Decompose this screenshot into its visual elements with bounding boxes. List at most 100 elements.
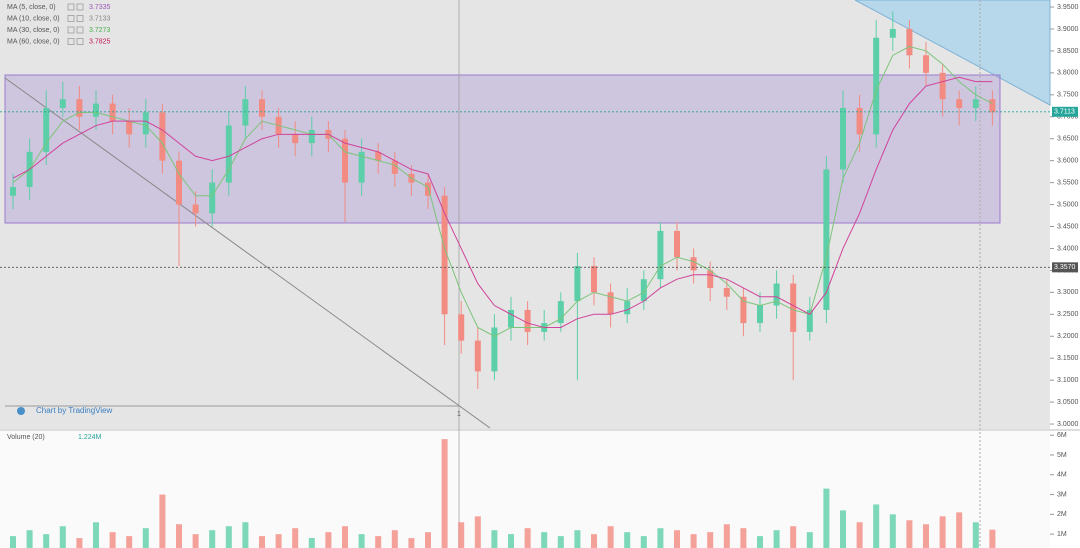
candle-body (524, 309, 531, 332)
volume-bar (225, 526, 232, 548)
price-tag (1052, 262, 1078, 273)
legend-icon (76, 15, 84, 22)
y-tick-label: 3.4000 (1057, 245, 1079, 252)
price-tag (1052, 106, 1078, 117)
volume-bar (923, 524, 929, 548)
volume-bar (192, 534, 199, 548)
candle-body (574, 266, 581, 302)
candle-body (657, 230, 664, 280)
candle-body (591, 266, 597, 293)
candle-body (225, 125, 232, 183)
y-tick-label: 3.8500 (1057, 48, 1079, 55)
volume-bar (557, 536, 564, 548)
candle-body (856, 107, 863, 135)
volume-value: 1.224M (78, 434, 102, 441)
y-tick-label: 3.0500 (1057, 399, 1079, 406)
legend-label: MA (60, close, 0) (7, 38, 60, 45)
candle-body (989, 99, 996, 113)
trend-channel (854, 0, 1051, 106)
volume-bar (690, 534, 697, 548)
candle-body (972, 99, 979, 108)
candle-body (624, 301, 631, 315)
candle-body (358, 151, 365, 183)
candle-body (10, 187, 16, 196)
volume-bar (375, 536, 382, 548)
volume-bar (259, 536, 265, 548)
y-tick-label: 3.6500 (1057, 136, 1079, 143)
candle-body (59, 99, 66, 108)
y-tick-label: 3.5500 (1057, 179, 1079, 186)
volume-bar (889, 514, 896, 548)
y-tick-label: 3.8000 (1057, 70, 1079, 77)
y-tick-label: 1M (1057, 531, 1067, 538)
volume-bar (425, 532, 431, 548)
candle-body (391, 160, 398, 174)
candle-body (723, 287, 730, 297)
y-tick-label: 3.5000 (1057, 201, 1079, 208)
volume-bar (790, 526, 797, 548)
legend-value: 3.7273 (89, 27, 111, 34)
candle-body (956, 99, 963, 108)
volume-bar (59, 526, 66, 548)
volume-bar (26, 530, 33, 548)
candle-body (491, 327, 498, 372)
candle-body (906, 28, 913, 56)
y-tick-label: 3.2500 (1057, 311, 1079, 318)
candle-body (840, 107, 846, 170)
candle-body (375, 151, 382, 161)
volume-bar (640, 536, 647, 548)
volume-bar (707, 532, 714, 548)
candle-body (873, 37, 880, 135)
candle-body (508, 309, 514, 328)
legend-value: 3.7133 (89, 15, 111, 22)
y-tick-label: 3.4500 (1057, 223, 1079, 230)
legend-value: 3.7335 (89, 4, 111, 11)
y-tick-label: 3.9000 (1057, 26, 1079, 33)
candle-body (242, 99, 249, 126)
candle-body (674, 230, 680, 258)
candle-body (607, 292, 614, 315)
legend-icon (67, 26, 75, 34)
candle-body (806, 309, 813, 332)
y-tick-label: 3.7000 (1057, 114, 1079, 121)
y-tick-label: 5M (1057, 452, 1067, 459)
volume-bar (209, 530, 216, 548)
candle-body (425, 182, 431, 196)
volume-bar (408, 538, 415, 548)
volume-bar (342, 526, 348, 548)
volume-bar (972, 522, 979, 548)
volume-bar (906, 520, 913, 548)
candle-body (209, 182, 216, 214)
watermark: Chart by TradingView (36, 406, 113, 415)
candle-body (757, 305, 763, 324)
volume-bar (391, 530, 398, 548)
volume-bar (806, 532, 813, 548)
volume-bar (93, 522, 99, 548)
candle-body (109, 103, 116, 122)
legend-value: 3.7825 (89, 38, 111, 45)
volume-bar (757, 536, 763, 548)
candle-body (292, 134, 299, 144)
candle-body (126, 121, 133, 135)
volume-bar (624, 532, 631, 548)
legend-label: MA (5, close, 0) (7, 4, 56, 11)
candle-body (93, 103, 99, 117)
volume-bar (607, 526, 614, 548)
volume-bar (956, 512, 963, 548)
price-tag-label: 3.7113 (1054, 109, 1075, 116)
y-tick-label: 3.9500 (1057, 4, 1079, 11)
y-tick-label: 3.3000 (1057, 289, 1079, 296)
y-tick-label: 6M (1057, 432, 1067, 439)
y-tick-label: 3.0000 (1057, 421, 1079, 428)
ma-line (12, 76, 993, 328)
candle-body (441, 195, 448, 315)
volume-bar (491, 530, 498, 548)
volume-bar (358, 534, 365, 548)
volume-bar (508, 534, 514, 548)
candle-body (474, 340, 481, 372)
y-tick-label: 3.1500 (1057, 355, 1079, 362)
y-tick-label: 3.1000 (1057, 377, 1079, 384)
volume-bar (524, 528, 531, 548)
volume-bar (176, 524, 182, 548)
